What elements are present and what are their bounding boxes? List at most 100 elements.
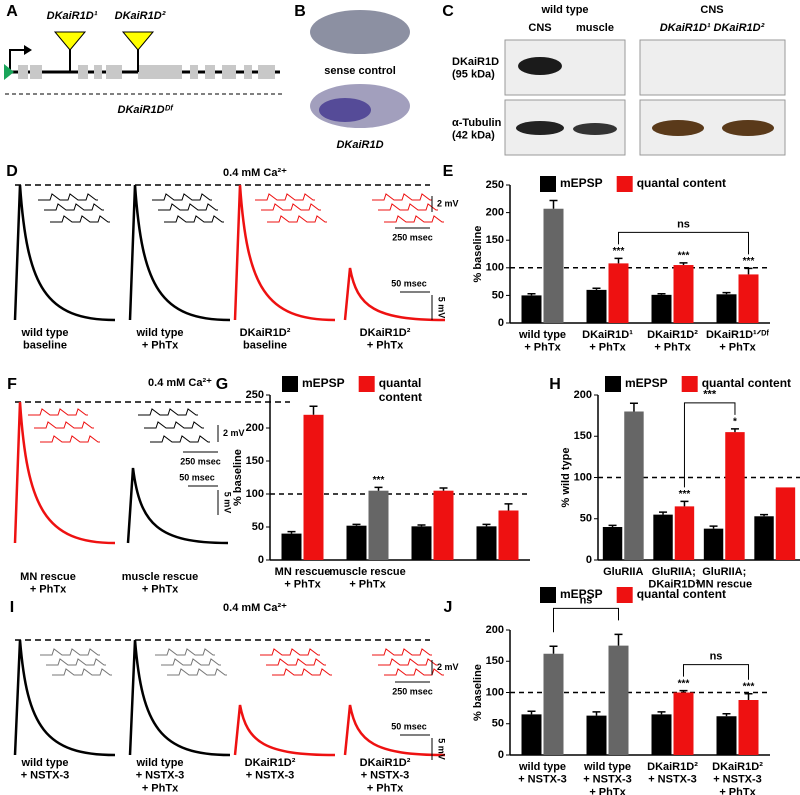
- error-bar: [352, 523, 361, 526]
- x-tick-label: MN rescue + PhTx: [275, 566, 331, 591]
- error-bar: [679, 262, 688, 266]
- error-bar: [679, 689, 688, 693]
- deficiency-label: DKaiR1Dᴰᶠ: [118, 104, 175, 116]
- y-axis-label: % baseline: [472, 664, 484, 721]
- error-bar: [504, 503, 513, 511]
- bar: [368, 490, 389, 560]
- legend-swatch: [540, 587, 556, 603]
- bar: [281, 533, 302, 560]
- panel-letter: E: [443, 163, 454, 180]
- error-bar: [287, 530, 296, 534]
- scale-label: 5 mV: [437, 297, 447, 319]
- scale-label: 250 msec: [180, 456, 221, 466]
- exon: [258, 65, 275, 79]
- bar: [624, 411, 644, 560]
- bar: [651, 294, 672, 323]
- error-bar: [527, 292, 536, 296]
- error-bar: [680, 500, 689, 507]
- error-bar: [482, 523, 491, 527]
- panel-letter: G: [216, 376, 228, 393]
- x-tick-label: DKaiR1D¹ᐟᴰᶠ + PhTx: [706, 329, 769, 354]
- panel-letter: J: [444, 599, 453, 616]
- mepsp-trace: [46, 658, 106, 666]
- blot-group: CNS: [700, 4, 723, 16]
- condition: 0.4 mM Ca²⁺: [223, 602, 287, 614]
- epsp-trace: [13, 639, 116, 757]
- bar: [476, 526, 497, 560]
- mepsp-trace: [158, 203, 218, 211]
- trace-label: DKaiR1D² + PhTx: [360, 327, 411, 352]
- mepsp-trace: [44, 203, 104, 211]
- epsp-trace: [343, 704, 446, 757]
- epsp-trace: [13, 184, 116, 322]
- bar: [543, 208, 564, 323]
- error-bar: [730, 428, 739, 433]
- panel-letter: F: [7, 376, 17, 393]
- bar: [738, 274, 759, 323]
- trace-label: wild type + NSTX-3: [20, 757, 69, 782]
- trace-label: MN rescue + PhTx: [20, 571, 76, 596]
- mepsp-trace: [167, 668, 227, 676]
- condition: 0.4 mM Ca²⁺: [223, 167, 287, 179]
- error-bar: [722, 713, 731, 717]
- trace-label: wild type baseline: [20, 327, 68, 352]
- y-tick-label: 250: [486, 179, 504, 191]
- bracket-label: ns: [710, 651, 723, 663]
- mepsp-trace: [40, 648, 100, 656]
- start-marker: [4, 64, 14, 80]
- embryo-label: DKaiR1D: [336, 139, 383, 151]
- bar: [586, 715, 607, 755]
- bracket: [553, 607, 619, 633]
- exon: [106, 65, 122, 79]
- epsp-trace: [128, 639, 231, 757]
- trace-label: DKaiR1D² + NSTX-3: [245, 757, 296, 782]
- epsp-trace: [233, 704, 336, 757]
- mepsp-trace: [138, 408, 198, 416]
- bar: [716, 716, 737, 755]
- y-tick-label: 100: [574, 471, 592, 483]
- significance: ***: [613, 246, 625, 257]
- exon: [138, 65, 182, 79]
- x-tick-label: DKaiR1D¹ + PhTx: [582, 329, 633, 354]
- error-bar: [592, 711, 601, 716]
- bracket-label: ns: [677, 218, 690, 230]
- band: [652, 120, 704, 136]
- y-axis-label: % wild type: [560, 448, 572, 508]
- legend-label: mEPSP: [302, 376, 345, 390]
- legend-label: quantal content: [702, 376, 791, 390]
- mepsp-trace: [155, 648, 215, 656]
- x-tick-label: wild type + NSTX-3: [518, 761, 567, 786]
- mepsp-trace: [152, 193, 212, 201]
- mepsp-trace: [384, 668, 444, 676]
- scale-label: 2 mV: [223, 428, 245, 438]
- band: [573, 123, 617, 135]
- bar: [521, 714, 542, 755]
- promoter-arrow: [9, 49, 26, 72]
- error-bar: [549, 645, 558, 654]
- error-bar: [417, 524, 426, 527]
- insertion: [121, 31, 155, 51]
- bar: [303, 414, 324, 560]
- y-tick-label: 150: [486, 655, 504, 667]
- bar: [543, 653, 564, 755]
- bar: [674, 506, 695, 560]
- allele-label: DKaiR1D¹: [47, 10, 98, 22]
- y-tick-label: 200: [486, 207, 504, 219]
- bar: [754, 516, 774, 560]
- mepsp-trace: [38, 193, 98, 201]
- trace-label: wild type + NSTX-3 + PhTx: [135, 757, 184, 794]
- y-tick-label: 100: [486, 262, 504, 274]
- mepsp-trace: [272, 668, 332, 676]
- bar: [498, 510, 519, 560]
- y-tick-label: 150: [574, 430, 592, 442]
- significance: ***: [743, 681, 755, 692]
- legend-swatch: [358, 376, 375, 392]
- scale-label: 2 mV: [437, 662, 459, 672]
- bar: [651, 714, 672, 755]
- error-bar: [309, 405, 318, 415]
- band: [518, 57, 562, 75]
- mepsp-trace: [266, 658, 326, 666]
- error-bar: [549, 199, 558, 209]
- y-tick-label: 200: [574, 389, 592, 401]
